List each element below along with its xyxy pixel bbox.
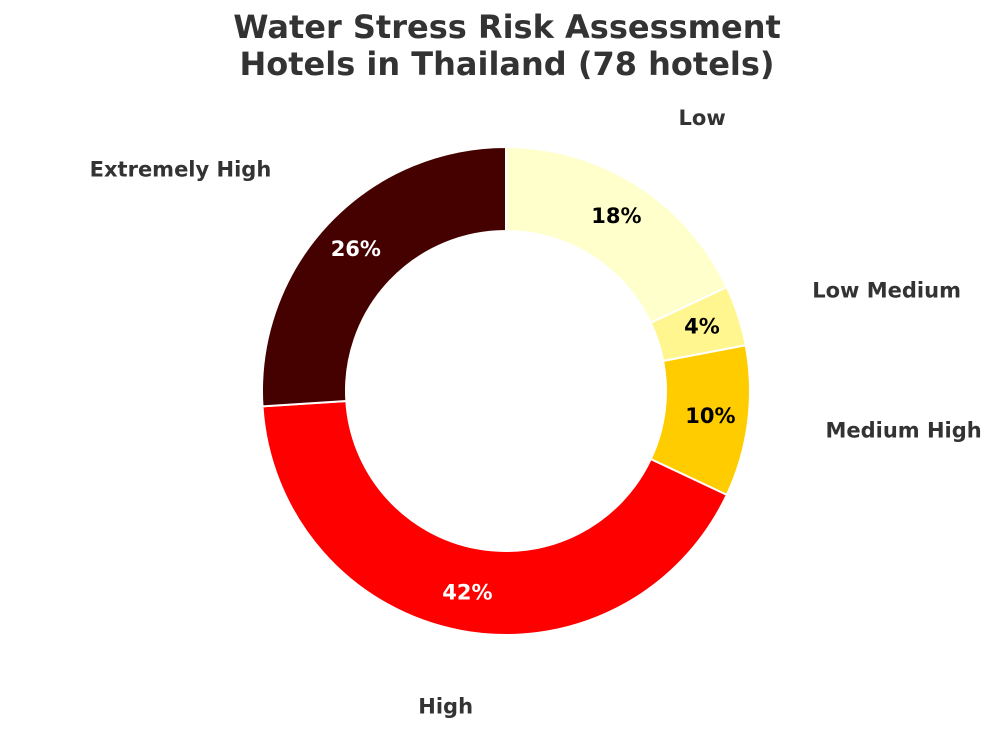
category-label-low-medium: Low Medium [812, 278, 961, 302]
chart-title-line-1: Water Stress Risk Assessment [233, 8, 781, 46]
chart-title: Water Stress Risk Assessment Hotels in T… [233, 8, 781, 83]
percent-label-high: 42% [442, 580, 492, 604]
slice-extremely-high [261, 145, 507, 408]
category-labels: Low Low Medium Medium High High Extremely Hi… [90, 106, 982, 718]
category-label-medium-high: Medium High [825, 418, 981, 442]
donut-slices [261, 145, 751, 636]
percent-labels: 18% 4% 10% 42% 26% [331, 204, 736, 604]
category-label-extremely-high: Extremely High [90, 158, 272, 182]
category-label-high: High [418, 694, 473, 718]
chart-title-line-2: Hotels in Thailand (78 hotels) [239, 45, 774, 83]
percent-label-extremely-high: 26% [331, 237, 381, 261]
percent-label-medium-high: 10% [685, 404, 735, 428]
percent-label-low-medium: 4% [684, 314, 720, 338]
slice-low [505, 145, 729, 325]
percent-label-low: 18% [591, 204, 641, 228]
slice-high [261, 399, 729, 636]
category-label-low: Low [679, 106, 726, 130]
